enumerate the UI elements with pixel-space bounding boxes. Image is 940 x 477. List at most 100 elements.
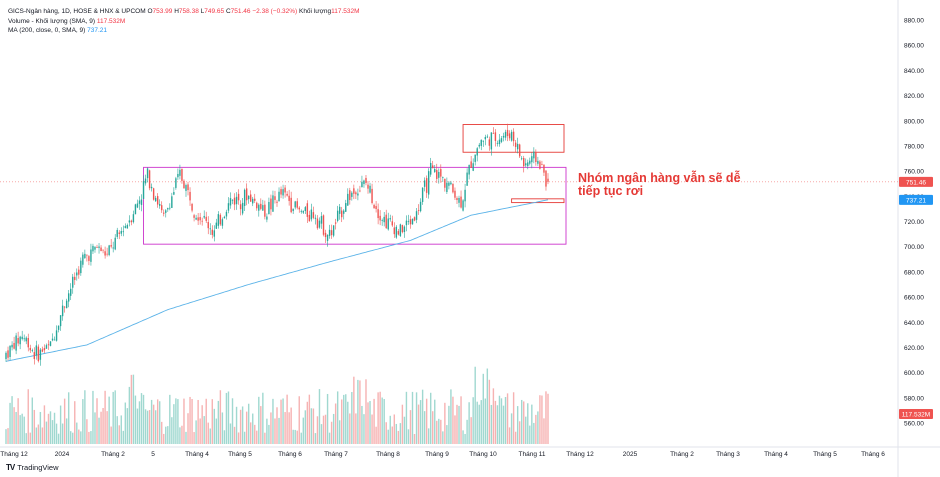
candle-body bbox=[128, 220, 131, 223]
watermark-text: TradingView bbox=[17, 463, 59, 472]
candle-body bbox=[70, 288, 72, 296]
volume-bar bbox=[217, 400, 220, 444]
candle-body bbox=[207, 221, 209, 229]
volume-bar bbox=[57, 433, 60, 444]
candle-body bbox=[369, 185, 371, 193]
candle-body bbox=[304, 207, 307, 212]
volume-bar bbox=[19, 415, 21, 444]
candle-body bbox=[144, 178, 147, 184]
volume-bar bbox=[243, 431, 246, 444]
candle-body bbox=[328, 229, 331, 236]
candle-body bbox=[523, 157, 525, 167]
volume-bar bbox=[429, 392, 432, 444]
candle-body bbox=[389, 218, 391, 220]
volume-bar bbox=[235, 406, 238, 444]
candle-body bbox=[357, 193, 359, 196]
volume-bar bbox=[213, 408, 216, 444]
volume-bar bbox=[165, 426, 167, 444]
volume-bar bbox=[442, 431, 444, 444]
candle-body bbox=[272, 195, 274, 212]
candle-body bbox=[393, 227, 396, 235]
volume-bar bbox=[316, 416, 319, 444]
volume-tag-bg bbox=[899, 409, 933, 419]
candle-body bbox=[306, 203, 309, 217]
candle-body bbox=[514, 142, 517, 147]
volume-bar bbox=[518, 421, 521, 444]
volume-bar bbox=[332, 413, 335, 444]
volume-bar bbox=[227, 391, 230, 444]
x-tick-label: Tháng 6 bbox=[861, 451, 885, 458]
candle-body bbox=[442, 177, 444, 178]
volume-bar bbox=[385, 422, 387, 444]
volume-bar bbox=[118, 425, 120, 444]
candle-body bbox=[539, 161, 541, 169]
y-tick-label: 800.00 bbox=[904, 118, 924, 125]
candle-body bbox=[154, 197, 157, 202]
volume-bar bbox=[247, 403, 250, 444]
volume-bar bbox=[74, 401, 76, 444]
volume-bar bbox=[128, 386, 131, 444]
candle-body bbox=[86, 254, 88, 256]
volume-bar bbox=[314, 433, 317, 444]
candle-body bbox=[53, 339, 56, 341]
volume-bar bbox=[361, 405, 363, 444]
volume-bar bbox=[492, 388, 495, 444]
candle-body bbox=[466, 172, 468, 186]
candle-body bbox=[122, 231, 125, 233]
volume-bar bbox=[98, 417, 100, 444]
candle-body bbox=[472, 163, 474, 171]
volume-bar bbox=[294, 429, 296, 444]
candle-body bbox=[302, 210, 304, 213]
volume-bar bbox=[434, 399, 436, 444]
volume-bar bbox=[221, 412, 224, 444]
candle-body bbox=[527, 162, 529, 167]
volume-bar bbox=[120, 415, 122, 444]
volume-bar bbox=[229, 423, 232, 444]
candle-body bbox=[381, 220, 383, 221]
volume-bar bbox=[272, 398, 274, 444]
candle-body bbox=[120, 231, 122, 234]
volume-bar bbox=[423, 411, 426, 444]
candle-body bbox=[65, 300, 68, 309]
legend-low: 749.65 bbox=[204, 8, 225, 15]
volume-bar bbox=[351, 392, 353, 444]
candle-body bbox=[102, 249, 104, 251]
volume-bar bbox=[211, 399, 213, 444]
legend-volume-value: 117.532M bbox=[96, 17, 126, 25]
candle-body bbox=[146, 168, 149, 179]
volume-bar bbox=[541, 395, 543, 444]
volume-bar bbox=[185, 431, 187, 444]
volume-bar bbox=[191, 399, 193, 444]
x-tick-label: Tháng 7 bbox=[324, 451, 348, 458]
candle-body bbox=[235, 196, 238, 205]
candle-body bbox=[385, 214, 387, 229]
volume-bar bbox=[239, 409, 242, 444]
legend-close: 751.46 bbox=[230, 8, 251, 15]
volume-bar bbox=[359, 380, 361, 444]
volume-bar bbox=[312, 408, 315, 444]
volume-bar bbox=[231, 398, 234, 444]
volume-bar bbox=[268, 424, 270, 444]
candle-body bbox=[322, 215, 325, 235]
volume-bar bbox=[454, 415, 456, 444]
candle-body bbox=[262, 205, 264, 211]
volume-bar bbox=[266, 418, 268, 444]
volume-bar bbox=[308, 394, 311, 444]
volume-bar bbox=[92, 390, 94, 444]
candle-body bbox=[452, 183, 454, 193]
candle-body bbox=[63, 306, 66, 308]
y-tick-label: 580.00 bbox=[904, 395, 924, 402]
candle-body bbox=[417, 210, 420, 211]
candle-body bbox=[49, 341, 52, 346]
candle-body bbox=[529, 160, 531, 164]
volume-bar bbox=[405, 391, 408, 444]
y-tick-label: 880.00 bbox=[904, 18, 924, 25]
volume-bar bbox=[545, 391, 547, 444]
volume-bar bbox=[252, 413, 254, 444]
candle-body bbox=[464, 189, 466, 202]
candle-body bbox=[74, 276, 76, 280]
candle-body bbox=[403, 226, 406, 233]
volume-bar bbox=[84, 390, 86, 444]
candle-body bbox=[219, 214, 222, 225]
